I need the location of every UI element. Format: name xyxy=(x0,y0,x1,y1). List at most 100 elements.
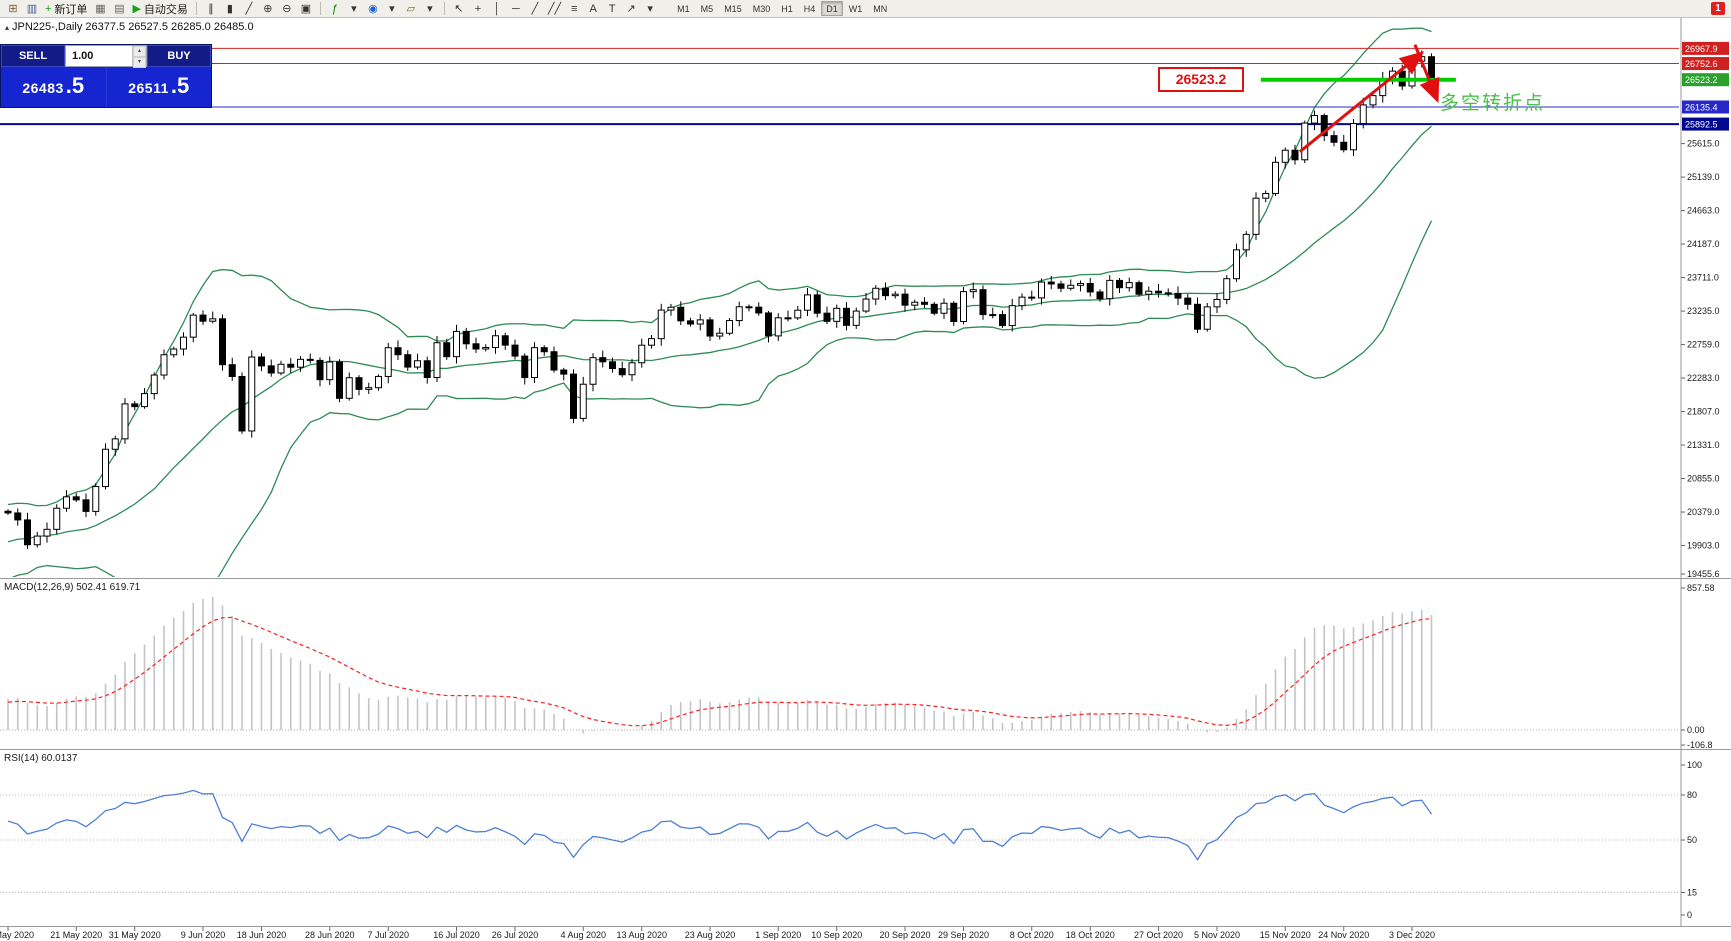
arrows-icon: ↗ xyxy=(626,2,636,15)
svg-text:26752.6: 26752.6 xyxy=(1685,59,1718,69)
svg-text:20855.0: 20855.0 xyxy=(1687,474,1720,484)
indicators-icon: ƒ xyxy=(331,2,338,15)
turning-point-annotation[interactable]: 多空转折点 xyxy=(1440,93,1546,114)
sell-price-button[interactable]: 26483.5 xyxy=(22,73,85,98)
channel-icon[interactable]: ╱╱ xyxy=(545,1,564,17)
zoom-in-icon: ⊕ xyxy=(263,2,273,15)
new-chart-icon: ⊞ xyxy=(8,2,18,15)
svg-text:18 Jun 2020: 18 Jun 2020 xyxy=(237,930,287,940)
timeframe-m30[interactable]: M30 xyxy=(748,1,776,16)
crosshair-icon: + xyxy=(474,2,482,15)
timeframe-h1[interactable]: H1 xyxy=(776,1,798,16)
notification-badge[interactable]: 1 xyxy=(1711,2,1725,15)
cursor-icon[interactable]: ↖ xyxy=(450,1,468,17)
vertical-line-icon[interactable]: │ xyxy=(488,1,506,17)
svg-text:21807.0: 21807.0 xyxy=(1687,407,1720,417)
trendline-icon[interactable]: ╱ xyxy=(526,1,544,17)
price-callout-box[interactable]: 26523.2 xyxy=(1158,67,1244,92)
crosshair-icon[interactable]: + xyxy=(469,1,487,17)
line-chart-icon[interactable]: ╱ xyxy=(240,1,258,17)
arrows-icon[interactable]: ↗ xyxy=(622,1,640,17)
rsi-indicator-label: RSI(14) 60.0137 xyxy=(4,753,78,764)
auto-trading-button[interactable]: ▶ 自动交易 xyxy=(129,1,190,17)
main-chart-pane[interactable] xyxy=(0,27,1679,601)
svg-text:19903.0: 19903.0 xyxy=(1687,541,1720,551)
svg-text:80: 80 xyxy=(1687,790,1697,800)
rsi-line xyxy=(7,789,1433,861)
svg-text:21 May 2020: 21 May 2020 xyxy=(50,930,102,940)
toolbar-icon-group: ⊞ ▥ + 新订单 ▦ ▤ ▶ 自动交易 ∥ ▮ ╱ ⊕ ⊖ ▣ ƒ ▾ ◉ ▾ ▱ ▾ ↖ + │ ─ ╱ ╱╱ ≡ A T ↗ ▾ xyxy=(4,1,659,17)
fibonacci-icon: ≡ xyxy=(570,2,578,15)
timeframe-m15[interactable]: M15 xyxy=(719,1,747,16)
new-chart-icon[interactable]: ⊞ xyxy=(4,1,22,17)
timeframe-d1[interactable]: D1 xyxy=(821,1,843,16)
lot-size-value: 1.00 xyxy=(72,50,94,62)
svg-text:22759.0: 22759.0 xyxy=(1687,340,1720,350)
svg-text:8 Oct 2020: 8 Oct 2020 xyxy=(1010,930,1054,940)
timeframe-m5[interactable]: M5 xyxy=(696,1,719,16)
svg-text:5 Nov 2020: 5 Nov 2020 xyxy=(1194,930,1240,940)
lot-increase-button[interactable]: ▴ xyxy=(133,46,146,57)
sell-button[interactable]: SELL xyxy=(1,45,65,67)
lot-decrease-button[interactable]: ▾ xyxy=(133,57,146,68)
arrows-dropdown-icon: ▾ xyxy=(647,2,653,15)
buy-button[interactable]: BUY xyxy=(147,45,211,67)
svg-text:20 Sep 2020: 20 Sep 2020 xyxy=(879,930,930,940)
indicators-dropdown-icon[interactable]: ▾ xyxy=(345,1,363,17)
svg-text:25139.0: 25139.0 xyxy=(1687,172,1720,182)
svg-text:4 Aug 2020: 4 Aug 2020 xyxy=(560,930,606,940)
templates-icon[interactable]: ▱ xyxy=(402,1,420,17)
indicators-icon[interactable]: ƒ xyxy=(326,1,344,17)
timeframe-w1[interactable]: W1 xyxy=(844,1,868,16)
svg-text:15 Nov 2020: 15 Nov 2020 xyxy=(1260,930,1311,940)
refresh-icon[interactable]: ▤ xyxy=(110,1,128,17)
price-scale[interactable]: 25615.0 25139.0 24663.0 24187.0 23711.0 23235… xyxy=(1681,41,1729,920)
macd-pane xyxy=(0,596,1679,734)
tile-windows-icon[interactable]: ▣ xyxy=(297,1,315,17)
objects-icon[interactable]: ◉ xyxy=(364,1,382,17)
buy-price-button[interactable]: 26511.5 xyxy=(128,73,190,98)
charts-grid-icon[interactable]: ▦ xyxy=(91,1,109,17)
svg-text:25615.0: 25615.0 xyxy=(1687,139,1720,149)
bar-chart-icon[interactable]: ∥ xyxy=(202,1,220,17)
timeframe-h4[interactable]: H4 xyxy=(799,1,821,16)
new-order-icon: + xyxy=(45,2,52,15)
candlestick-chart-icon[interactable]: ▮ xyxy=(221,1,239,17)
label-icon[interactable]: T xyxy=(603,1,621,17)
horizontal-line-icon[interactable]: ─ xyxy=(507,1,525,17)
svg-text:27 Oct 2020: 27 Oct 2020 xyxy=(1134,930,1183,940)
objects-dropdown-icon[interactable]: ▾ xyxy=(383,1,401,17)
svg-text:10 Sep 2020: 10 Sep 2020 xyxy=(811,930,862,940)
price-line-label-26135.4 xyxy=(1682,100,1729,114)
trend-arrow-2[interactable] xyxy=(1413,44,1440,104)
zoom-out-icon[interactable]: ⊖ xyxy=(278,1,296,17)
new-order-button[interactable]: + 新订单 xyxy=(42,1,90,17)
svg-text:23 Aug 2020: 23 Aug 2020 xyxy=(685,930,736,940)
macd-signal-line xyxy=(7,616,1432,727)
text-icon[interactable]: A xyxy=(584,1,602,17)
objects-icon: ◉ xyxy=(368,2,378,15)
chart-title-text: JPN225-,Daily 26377.5 26527.5 26285.0 26… xyxy=(12,21,254,33)
svg-text:0: 0 xyxy=(1687,910,1692,920)
arrows-dropdown-icon[interactable]: ▾ xyxy=(641,1,659,17)
rsi-pane xyxy=(0,789,1679,893)
tile-windows-icon: ▣ xyxy=(300,2,312,15)
price-line-label-26967.9 xyxy=(1682,41,1729,55)
svg-text:23235.0: 23235.0 xyxy=(1687,306,1720,316)
templates-dropdown-icon[interactable]: ▾ xyxy=(421,1,439,17)
bar-chart-icon: ∥ xyxy=(208,2,214,15)
candlestick-chart-icon: ▮ xyxy=(226,2,233,15)
profiles-icon[interactable]: ▥ xyxy=(23,1,41,17)
fibonacci-icon[interactable]: ≡ xyxy=(565,1,583,17)
zoom-in-icon[interactable]: ⊕ xyxy=(259,1,277,17)
timeframe-m1[interactable]: M1 xyxy=(672,1,695,16)
lot-size-field[interactable]: 1.00 ▴ ▾ xyxy=(65,45,147,68)
refresh-icon: ▤ xyxy=(114,2,125,15)
svg-text:28 Jun 2020: 28 Jun 2020 xyxy=(305,930,355,940)
timeframe-mn[interactable]: MN xyxy=(868,1,892,16)
time-scale[interactable]: 12 May 2020 21 May 2020 31 May 2020 9 Jun 2… xyxy=(0,927,1435,940)
panel-collapse-icon[interactable]: ▴ xyxy=(5,23,10,32)
trendline-icon: ╱ xyxy=(531,2,539,15)
trend-arrow-1[interactable] xyxy=(1298,51,1425,153)
